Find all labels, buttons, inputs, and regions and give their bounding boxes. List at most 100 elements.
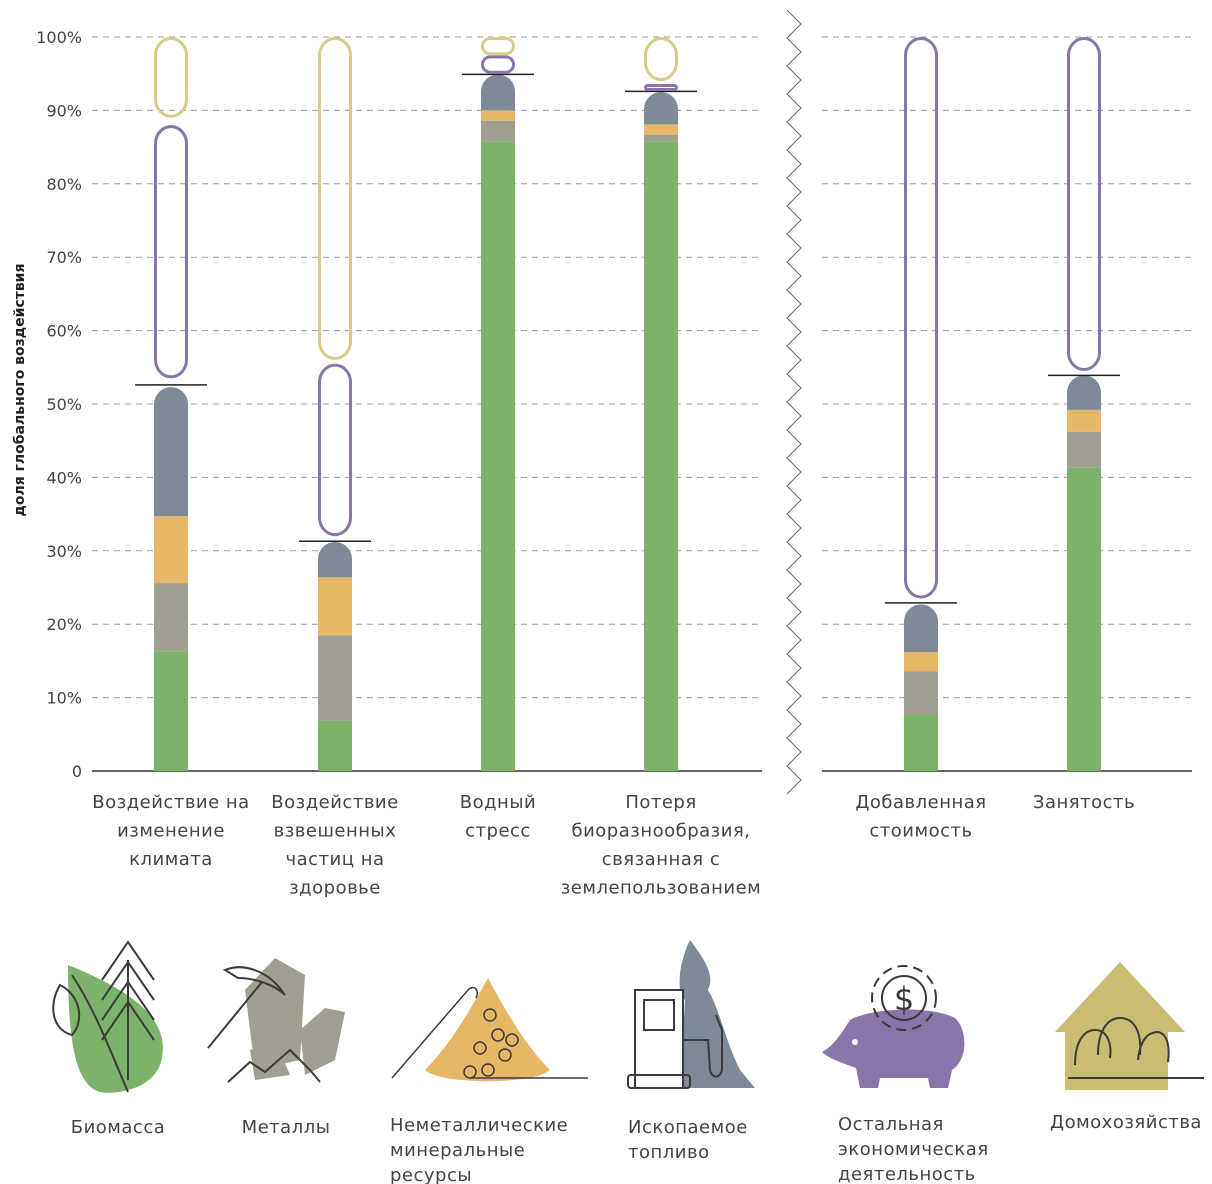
bar-segment — [481, 120, 515, 142]
category-label: Добавленная стоимость — [855, 792, 986, 842]
legend-label-line: Остальная — [838, 1114, 944, 1135]
pebble — [483, 1008, 497, 1022]
category-label-line: изменение — [117, 821, 225, 842]
rock — [250, 1040, 290, 1080]
category-label-line: климата — [129, 849, 213, 870]
rock-outline — [227, 1048, 321, 1083]
bar-segment — [318, 635, 352, 721]
bar-segment — [904, 604, 938, 653]
pebble — [498, 1048, 512, 1062]
person — [1137, 1030, 1170, 1063]
bar-segment — [904, 714, 938, 771]
legend-label-line: Ископаемое — [628, 1117, 748, 1138]
pick-handle — [207, 981, 263, 1049]
category-label: Воздействие на изменение климата — [92, 792, 249, 870]
arrow-chevron — [101, 940, 155, 981]
legend-label: Остальная экономическая деятельность — [838, 1114, 989, 1184]
legend-label-line: Неметаллические — [390, 1115, 568, 1136]
zigzag-line — [786, 9, 802, 795]
bar-segment — [318, 577, 352, 636]
y-axis-label: доля глобального воздействия — [12, 264, 28, 517]
pump-body — [634, 989, 684, 1089]
category-label-line: биоразнообразия, — [571, 821, 750, 842]
bar-segment — [1067, 431, 1101, 468]
legend: $ Биомасса Металлы Неметаллические минеральн… — [52, 940, 1204, 1184]
category-label-line: стоимость — [869, 821, 972, 842]
small-leaf — [52, 983, 81, 1037]
dollar-sign: $ — [894, 980, 914, 1018]
bar-segment — [154, 583, 188, 652]
bar-1 — [135, 37, 207, 771]
pebble — [491, 1028, 505, 1042]
legend-label-line: экономическая — [838, 1139, 989, 1160]
category-label: Занятость — [1033, 792, 1135, 813]
bar-3 — [462, 37, 534, 771]
legend-label-line: Биомасса — [71, 1117, 166, 1138]
y-tick-label: 100% — [36, 28, 82, 47]
category-label-line: Водный — [460, 792, 537, 813]
category-label: Потеря биоразнообразия, связанная с землепо… — [561, 792, 762, 899]
bar-segment — [1067, 467, 1101, 771]
leaf-vein — [71, 974, 129, 1093]
legend-label-line: деятельность — [838, 1164, 976, 1184]
y-tick-label: 70% — [46, 248, 82, 267]
outline-capsule — [904, 37, 938, 599]
legend-label: Биомасса — [71, 1117, 166, 1138]
piggy-body — [822, 1009, 965, 1088]
y-tick-label: 50% — [46, 395, 82, 414]
pebble — [463, 1065, 477, 1079]
piggy-eye — [852, 1039, 858, 1045]
bar-segment — [154, 387, 188, 517]
category-label: Воздействие взвешенных частиц на здоровье — [271, 792, 398, 899]
outline-capsule — [644, 83, 678, 91]
legend-label-line: минеральные — [390, 1140, 525, 1161]
outline-capsule — [481, 37, 515, 56]
y-tick-label: 40% — [46, 468, 82, 487]
gear-outline — [871, 965, 937, 1031]
y-tick-label: 90% — [46, 101, 82, 120]
legend-label: Ископаемое топливо — [628, 1117, 748, 1163]
y-tick-label: 30% — [46, 542, 82, 561]
sand-pile — [425, 978, 550, 1082]
bar-segment — [904, 671, 938, 715]
category-labels: Воздействие на изменение климатаВоздействи… — [92, 792, 1135, 899]
outline-capsule — [1067, 37, 1101, 371]
pick-head — [222, 966, 286, 996]
legend-label-line: Металлы — [242, 1117, 331, 1138]
category-label-line: здоровье — [289, 878, 381, 899]
bar-5 — [885, 37, 957, 771]
bar-segment — [1067, 375, 1101, 410]
bar-segment — [318, 541, 352, 578]
outline-capsule — [154, 37, 188, 118]
y-tick-label: 80% — [46, 175, 82, 194]
category-label-line: Воздействие на — [92, 792, 249, 813]
y-tick-label: 20% — [46, 615, 82, 634]
zigzag-divider — [786, 9, 802, 795]
outline-capsule — [481, 55, 515, 74]
category-label-line: землепользованием — [561, 878, 762, 899]
leaf-arrows-icon — [52, 940, 163, 1093]
bar-4 — [625, 37, 697, 771]
category-label-line: связанная с — [602, 849, 720, 870]
category-label-line: Добавленная — [855, 792, 986, 813]
bar-segment — [481, 141, 515, 771]
leaf-shape — [68, 965, 163, 1093]
legend-label: Домохозяйства — [1050, 1112, 1202, 1133]
y-tick-label: 60% — [46, 322, 82, 341]
pump-screen — [643, 999, 675, 1031]
outline-capsule — [644, 37, 678, 82]
flame — [679, 940, 755, 1088]
outline-capsule — [154, 125, 188, 379]
y-tick-label: 0 — [72, 762, 82, 781]
outline-capsule — [318, 37, 352, 360]
gridlines — [92, 36, 1192, 699]
legend-label-line: ресурсы — [390, 1165, 472, 1184]
legend-label-line: Домохозяйства — [1050, 1112, 1202, 1133]
pump-hose — [683, 1014, 723, 1078]
legend-label: Неметаллические минеральные ресурсы — [390, 1115, 568, 1184]
pebble — [505, 1033, 519, 1047]
bar-segment — [904, 652, 938, 672]
category-label-line: Потеря — [625, 792, 696, 813]
y-tick-label: 10% — [46, 689, 82, 708]
